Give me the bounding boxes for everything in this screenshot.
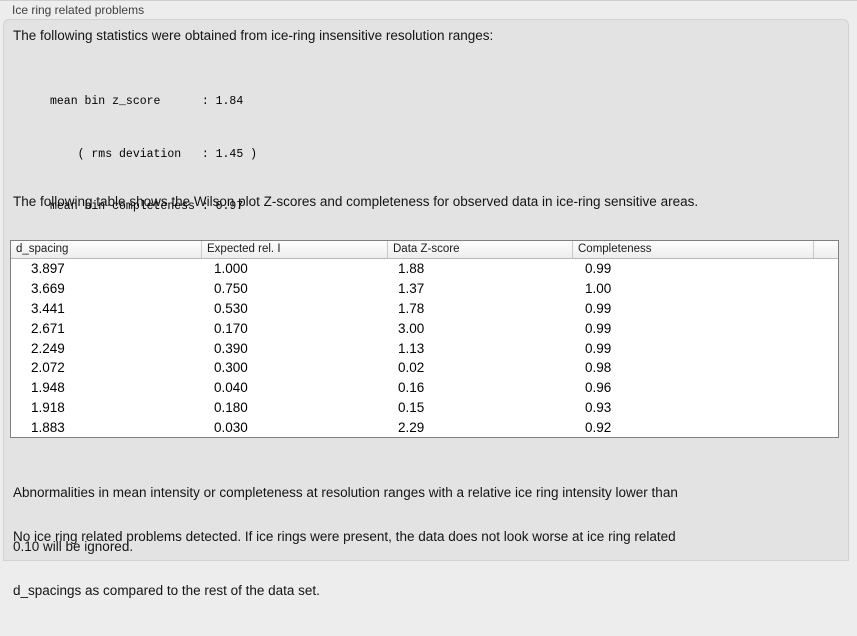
table-row[interactable]: 2.249 0.390 1.13 0.99 [11, 338, 838, 358]
table-header: d_spacing Expected rel. I Data Z-score C… [11, 241, 838, 259]
table-row[interactable]: 2.072 0.300 0.02 0.98 [11, 358, 838, 378]
cell-expected-rel-i: 1.000 [214, 261, 248, 277]
cell-data-z-score: 1.37 [398, 281, 425, 297]
cell-expected-rel-i: 0.300 [214, 360, 248, 376]
stat-line-mean-completeness: mean bin completeness : 0.97 [50, 200, 244, 213]
cell-expected-rel-i: 0.180 [214, 399, 248, 415]
cell-completeness: 0.93 [585, 399, 612, 415]
cell-data-z-score: 3.00 [398, 320, 425, 336]
cell-data-z-score: 0.02 [398, 360, 425, 376]
cell-data-z-score: 0.15 [398, 399, 425, 415]
cell-d-spacing: 1.883 [31, 419, 65, 435]
cell-expected-rel-i: 0.040 [214, 380, 248, 396]
stat-line-mean-z-score: mean bin z_score : 1.84 [50, 95, 244, 108]
cell-expected-rel-i: 0.530 [214, 300, 248, 316]
cell-completeness: 0.96 [585, 380, 612, 396]
table-row[interactable]: 1.948 0.040 0.16 0.96 [11, 378, 838, 398]
cell-data-z-score: 2.29 [398, 419, 425, 435]
conclusion-line: d_spacings as compared to the rest of th… [13, 583, 320, 598]
conclusion-line: No ice ring related problems detected. I… [13, 529, 676, 544]
conclusion-text: No ice ring related problems detected. I… [13, 492, 676, 636]
cell-d-spacing: 2.249 [31, 340, 65, 356]
page-top-border [0, 0, 857, 1]
section-title: Ice ring related problems [12, 3, 145, 17]
cell-completeness: 0.99 [585, 340, 612, 356]
cell-d-spacing: 2.671 [31, 320, 65, 336]
cell-completeness: 0.92 [585, 419, 612, 435]
table-row[interactable]: 2.671 0.170 3.00 0.99 [11, 318, 838, 338]
cell-data-z-score: 1.78 [398, 300, 425, 316]
cell-expected-rel-i: 0.170 [214, 320, 248, 336]
cell-d-spacing: 2.072 [31, 360, 65, 376]
stats-intro-text: The following statistics were obtained f… [13, 28, 494, 43]
cell-expected-rel-i: 0.390 [214, 340, 248, 356]
cell-d-spacing: 1.948 [31, 380, 65, 396]
table-row[interactable]: 3.441 0.530 1.78 0.99 [11, 299, 838, 319]
cell-completeness: 0.98 [585, 360, 612, 376]
cell-data-z-score: 0.16 [398, 380, 425, 396]
ignore-note-line: Abnormalities in mean intensity or compl… [13, 485, 678, 500]
table-row[interactable]: 3.669 0.750 1.37 1.00 [11, 279, 838, 299]
cell-d-spacing: 3.441 [31, 300, 65, 316]
cell-completeness: 1.00 [585, 281, 612, 297]
cell-data-z-score: 1.13 [398, 340, 425, 356]
cell-completeness: 0.99 [585, 320, 612, 336]
column-header-completeness[interactable]: Completeness [573, 241, 814, 258]
cell-completeness: 0.99 [585, 261, 612, 277]
ice-ring-table: d_spacing Expected rel. I Data Z-score C… [10, 240, 839, 439]
cell-data-z-score: 1.88 [398, 261, 425, 277]
column-header-filler [814, 241, 838, 258]
cell-expected-rel-i: 0.030 [214, 419, 248, 435]
cell-d-spacing: 3.897 [31, 261, 65, 277]
stat-line-z-rms-deviation: ( rms deviation : 1.45 ) [50, 147, 258, 161]
description-line: The following table shows the Wilson plo… [13, 194, 699, 209]
cell-d-spacing: 1.918 [31, 399, 65, 415]
column-header-data-z-score[interactable]: Data Z-score [388, 241, 573, 258]
cell-expected-rel-i: 0.750 [214, 281, 248, 297]
table-row[interactable]: 3.897 1.000 1.88 0.99 [11, 259, 838, 279]
cell-completeness: 0.99 [585, 300, 612, 316]
cell-d-spacing: 3.669 [31, 281, 65, 297]
ice-ring-panel: The following statistics were obtained f… [3, 19, 849, 598]
table-row[interactable]: 1.918 0.180 0.15 0.93 [11, 398, 838, 418]
column-header-d-spacing[interactable]: d_spacing [11, 241, 202, 258]
table-row[interactable]: 1.883 0.030 2.29 0.92 [11, 417, 838, 437]
column-header-expected-rel-i[interactable]: Expected rel. I [202, 241, 388, 258]
table-body: 3.897 1.000 1.88 0.99 3.669 0.750 1.37 1… [11, 259, 838, 437]
